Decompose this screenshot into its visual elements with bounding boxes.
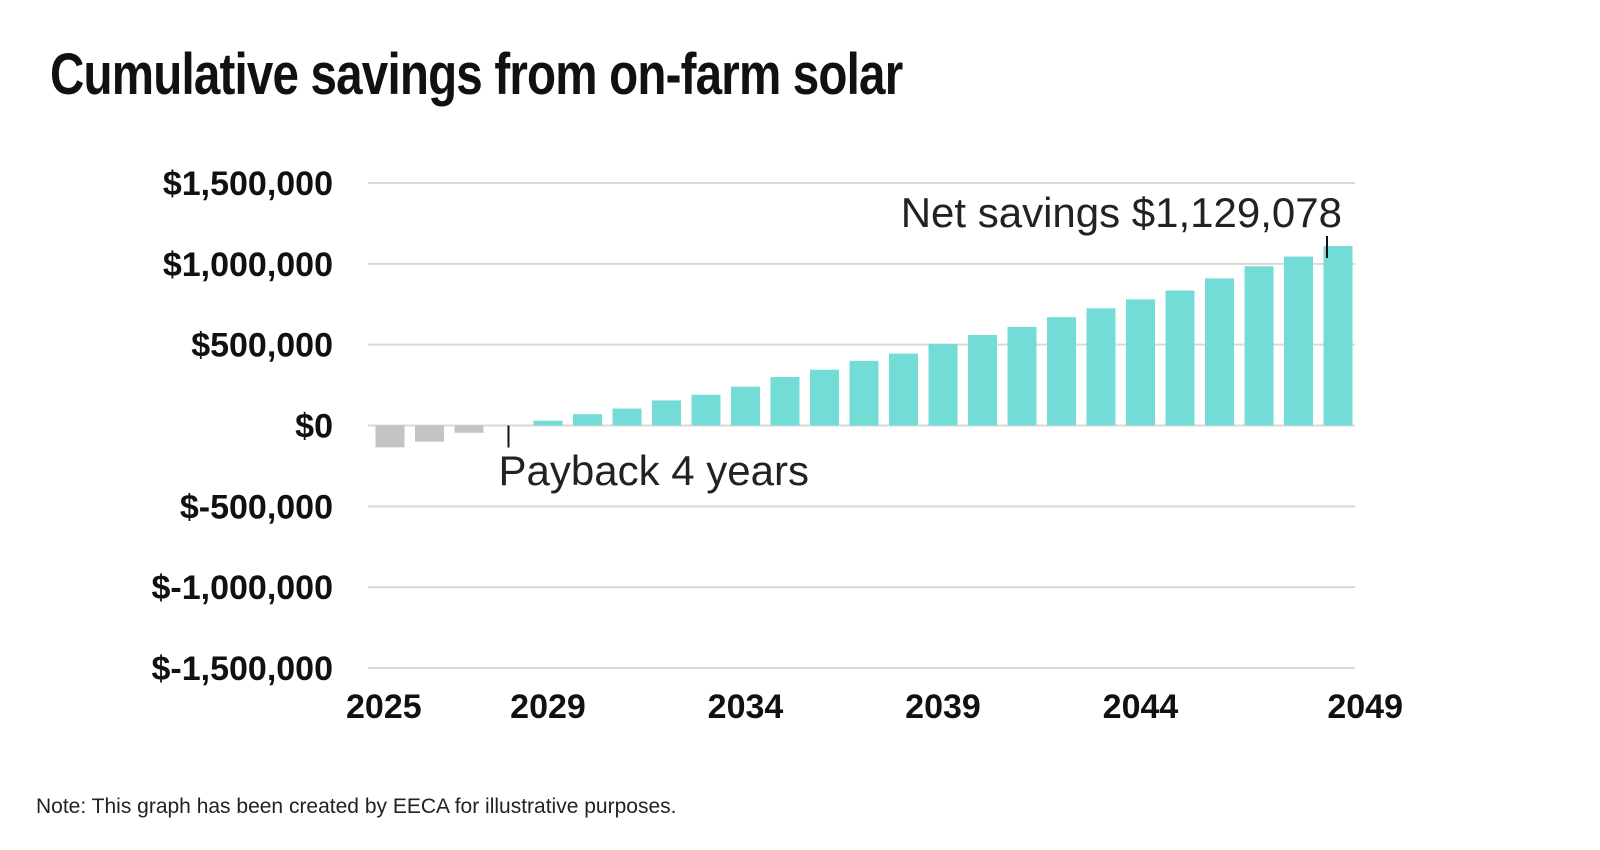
bar-2038 <box>889 353 918 426</box>
x-tick-label: 2039 <box>905 688 981 726</box>
chart-canvas: $1,500,000 $1,000,000 $500,000 $0 $-500,000 $… <box>152 165 1404 726</box>
bar-2039 <box>928 343 958 426</box>
x-tick-label: 2029 <box>510 688 586 726</box>
bar-2029 <box>533 420 563 426</box>
bar-2026 <box>415 425 444 442</box>
y-tick-label: $1,500,000 <box>163 165 333 203</box>
chart-title: Cumulative savings from on-farm solar <box>50 42 903 107</box>
y-tick-label: $0 <box>295 408 333 446</box>
bar-2032 <box>652 400 681 426</box>
chart-note: Note: This graph has been created by EEC… <box>36 795 677 818</box>
bar-2031 <box>612 408 642 426</box>
bar-2036 <box>810 369 839 426</box>
bar-2025 <box>375 425 405 448</box>
bar-2044 <box>1126 299 1155 426</box>
x-axis-ticks: 2025 2029 2034 2039 2044 2049 <box>346 688 1403 726</box>
bar-2040 <box>968 334 997 426</box>
x-tick-label: 2034 <box>708 688 784 726</box>
bar-2037 <box>849 360 879 426</box>
bar-2034 <box>731 386 760 426</box>
y-tick-label: $500,000 <box>191 327 333 365</box>
bars <box>375 246 1353 448</box>
bar-2042 <box>1047 317 1076 426</box>
bar-2048 <box>1284 256 1313 426</box>
bar-2047 <box>1244 266 1274 426</box>
y-tick-label: $-1,000,000 <box>152 569 334 607</box>
bar-2043 <box>1086 308 1116 426</box>
bar-2046 <box>1205 278 1234 426</box>
bar-2027 <box>454 425 484 433</box>
bar-2035 <box>770 377 800 426</box>
y-axis-ticks: $1,500,000 $1,000,000 $500,000 $0 $-500,000 $… <box>152 165 334 688</box>
x-tick-label: 2049 <box>1327 688 1403 726</box>
bar-2030 <box>573 414 602 426</box>
annotations: Payback 4 years Net savings $1,129,078 <box>499 189 1343 494</box>
bar-2041 <box>1007 326 1037 426</box>
payback-annotation: Payback 4 years <box>499 447 810 494</box>
y-tick-label: $-1,500,000 <box>152 650 334 688</box>
bar-2045 <box>1165 290 1195 426</box>
x-tick-label: 2025 <box>346 688 422 726</box>
gridlines <box>368 182 1355 669</box>
net-savings-annotation: Net savings $1,129,078 <box>901 189 1342 236</box>
y-tick-label: $1,000,000 <box>163 246 333 284</box>
x-tick-label: 2044 <box>1103 688 1179 726</box>
bar-2049 <box>1323 246 1353 426</box>
bar-2033 <box>691 394 721 426</box>
y-tick-label: $-500,000 <box>180 488 333 526</box>
